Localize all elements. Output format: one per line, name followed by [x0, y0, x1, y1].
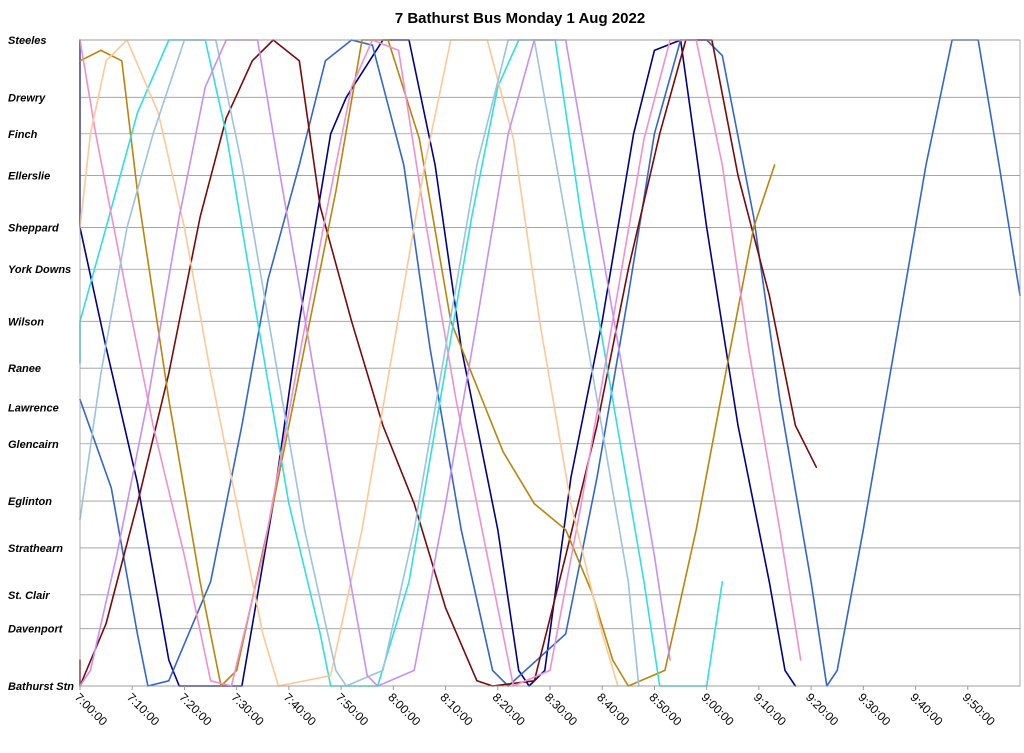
bus-trace-5 — [79, 39, 724, 687]
x-tick-label: 9:40:00 — [907, 690, 945, 728]
x-tick-label: 9:00:00 — [699, 690, 737, 728]
chart-title: 7 Bathurst Bus Monday 1 Aug 2022 — [395, 10, 645, 27]
x-tick-label: 7:00:00 — [72, 690, 110, 728]
x-tick-label: 7:10:00 — [124, 690, 162, 728]
bus-trace-7 — [79, 39, 619, 687]
series-layer — [79, 39, 1021, 687]
x-tick-label: 7:30:00 — [229, 690, 267, 728]
bus-trace-3 — [79, 39, 818, 687]
x-tick-label: 8:50:00 — [646, 690, 684, 728]
y-tick-label: Eglinton — [8, 496, 52, 508]
x-tick-label: 8:20:00 — [490, 690, 528, 728]
bus-trace-4 — [79, 39, 776, 687]
bus-trace-2 — [79, 39, 1021, 687]
x-tick-label: 8:40:00 — [594, 690, 632, 728]
x-tick-label: 9:20:00 — [803, 690, 841, 728]
y-tick-label: Davenport — [8, 624, 64, 636]
y-tick-label: Sheppard — [8, 223, 59, 235]
x-tick-label: 9:30:00 — [855, 690, 893, 728]
y-tick-label: Wilson — [8, 316, 44, 328]
y-tick-label: Steeles — [8, 35, 47, 47]
y-tick-label: Drewry — [8, 92, 46, 104]
x-tick-label: 8:10:00 — [437, 690, 475, 728]
y-tick-label: York Downs — [8, 264, 71, 276]
y-axis-labels: Steeles Drewry Finch Ellerslie Sheppard York … — [8, 35, 74, 693]
x-tick-label: 9:10:00 — [751, 690, 789, 728]
y-tick-label: Finch — [8, 129, 38, 141]
y-tick-label: Bathurst Stn — [8, 681, 74, 693]
bus-trace-1 — [79, 39, 797, 687]
x-tick-label: 7:20:00 — [176, 690, 214, 728]
x-axis-labels: 7:00:00 7:10:00 7:20:00 7:30:00 7:40:00 7:50:… — [72, 686, 998, 729]
x-tick-label: 8:00:00 — [385, 690, 423, 728]
y-tick-label: Ellerslie — [8, 170, 50, 182]
x-tick-label: 9:50:00 — [960, 690, 998, 728]
y-tick-label: St. Clair — [8, 590, 50, 602]
y-tick-label: Glencairn — [8, 439, 59, 451]
x-tick-label: 7:40:00 — [281, 690, 319, 728]
y-tick-label: Strathearn — [8, 543, 63, 555]
x-tick-label: 7:50:00 — [333, 690, 371, 728]
bus-trace-9 — [79, 39, 671, 687]
y-tick-label: Ranee — [8, 363, 41, 375]
x-tick-label: 8:30:00 — [542, 690, 580, 728]
y-tick-label: Lawrence — [8, 402, 59, 414]
